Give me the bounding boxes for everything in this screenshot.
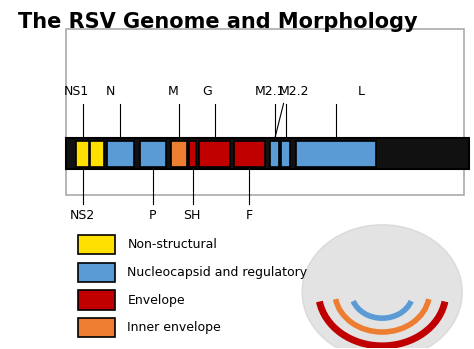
FancyBboxPatch shape [296,141,376,167]
Text: Envelope: Envelope [128,294,185,306]
FancyBboxPatch shape [140,141,166,167]
FancyBboxPatch shape [66,29,465,195]
FancyBboxPatch shape [91,141,103,167]
Text: Inner envelope: Inner envelope [128,321,221,334]
FancyBboxPatch shape [199,141,230,167]
FancyBboxPatch shape [270,141,280,167]
FancyBboxPatch shape [78,235,115,254]
Text: N: N [106,86,116,98]
Text: F: F [246,209,253,222]
Text: M2.1: M2.1 [255,86,286,98]
FancyBboxPatch shape [76,141,89,167]
Text: M2.2: M2.2 [279,86,309,98]
Text: P: P [148,209,156,222]
FancyBboxPatch shape [66,138,468,169]
Text: NS1: NS1 [64,86,89,98]
Text: L: L [358,86,365,98]
Text: M: M [168,86,179,98]
FancyBboxPatch shape [189,141,196,167]
FancyBboxPatch shape [78,290,115,310]
Text: G: G [203,86,212,98]
Text: Non-structural: Non-structural [128,238,217,251]
FancyBboxPatch shape [78,263,115,282]
Text: SH: SH [183,209,201,222]
FancyBboxPatch shape [78,318,115,337]
FancyBboxPatch shape [281,141,290,167]
FancyBboxPatch shape [171,141,187,167]
Text: The RSV Genome and Morphology: The RSV Genome and Morphology [18,12,418,32]
Text: Nucleocapsid and regulatory: Nucleocapsid and regulatory [128,266,308,279]
FancyBboxPatch shape [107,141,134,167]
Text: NS2: NS2 [70,209,95,222]
Circle shape [302,225,462,349]
FancyBboxPatch shape [234,141,265,167]
